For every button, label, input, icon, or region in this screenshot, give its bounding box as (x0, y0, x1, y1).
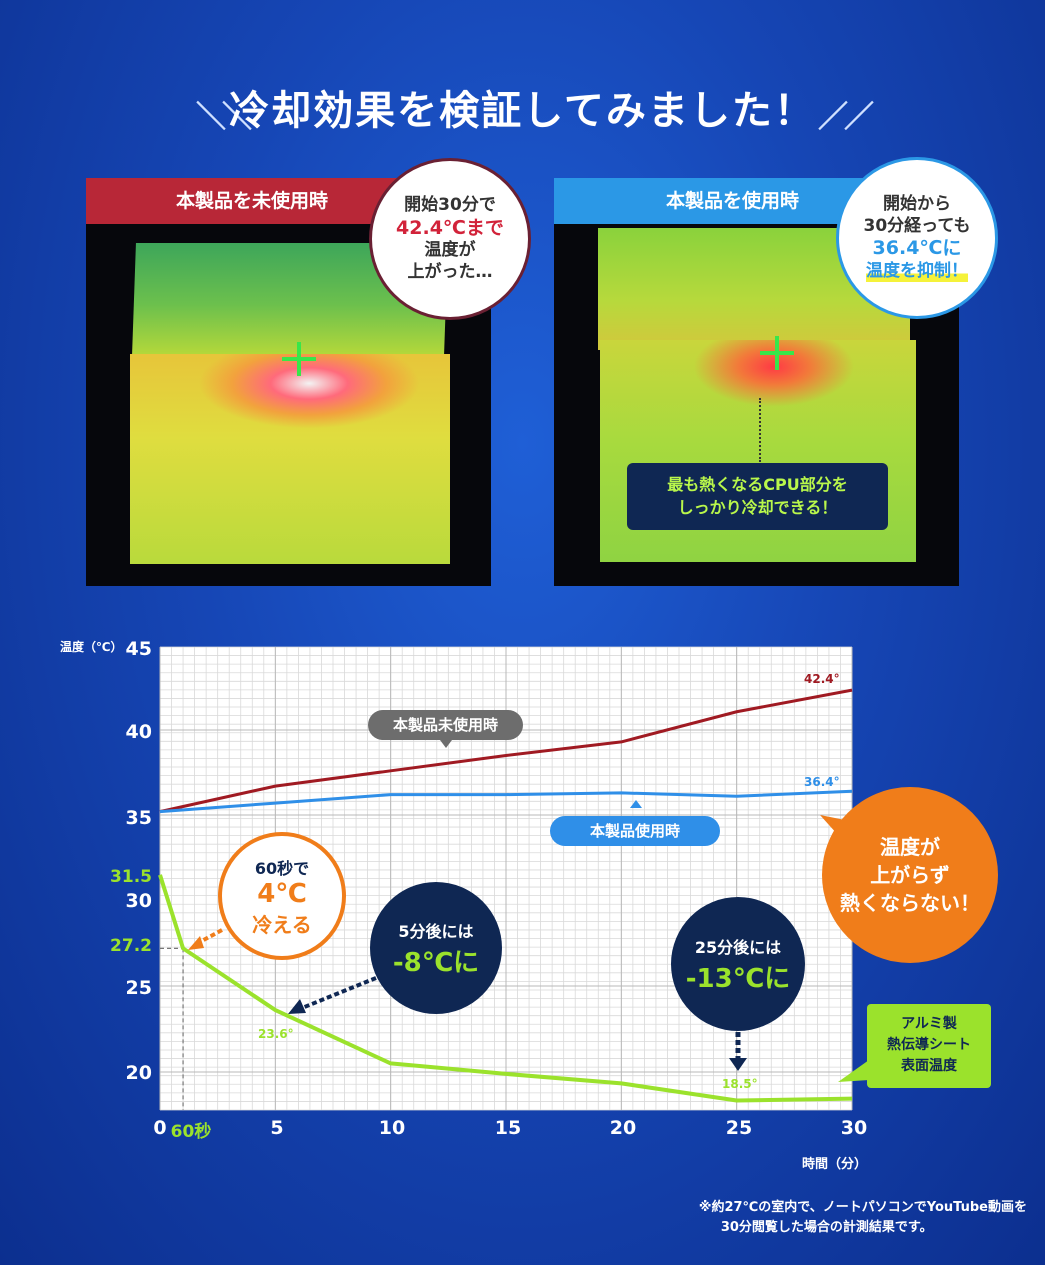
x-tick-label: 25 (725, 1117, 753, 1139)
y-tick-label: 35 (125, 807, 152, 829)
speech-bubble-used: 開始から 30分経っても 36.4℃に 温度を抑制！ (836, 157, 998, 319)
cpu-cooling-note: 最も熱くなるCPU部分を しっかり冷却できる！ (627, 463, 888, 530)
end-label-unused: 42.4° (804, 672, 840, 686)
bubble-line: 30分経っても (863, 215, 971, 236)
bubble-line: 開始30分で (404, 195, 496, 216)
crosshair-icon (760, 336, 794, 370)
x-tick-label: 60秒 (170, 1122, 212, 1142)
series-line-sheet (158, 874, 853, 1103)
pill-pointer-used (630, 800, 642, 808)
sheet-label-box: アルミ製 熱伝導シート 表面温度 (867, 1004, 991, 1088)
y-tick-label: 40 (125, 721, 152, 743)
x-tick-label: 10 (378, 1117, 406, 1139)
callout-line: 温度が (880, 835, 940, 859)
arrow-head-5min (288, 999, 306, 1014)
footnote: ※約27℃の室内で、ノートパソコンでYouTube動画を 30分閲覧した場合の計… (699, 1198, 1027, 1238)
point-label-25min: 18.5° (722, 1077, 758, 1091)
callout-line-big: -8℃に (392, 947, 480, 978)
y-tick-label: 45 (125, 638, 152, 660)
arrow-head-25min (729, 1058, 747, 1071)
x-tick-label: 0 (153, 1117, 167, 1139)
bubble-line-highlight: 温度を抑制！ (866, 260, 968, 282)
sheet-label-pointer (838, 1060, 869, 1082)
x-tick-label: 5 (270, 1117, 284, 1139)
pill-pointer-unused (440, 740, 452, 748)
end-label-used: 36.4° (804, 775, 840, 789)
bubble-line-highlight: 36.4℃に (872, 236, 962, 259)
bubble-line-highlight: 42.4℃まで (396, 216, 504, 239)
y-tick-label: 25 (125, 977, 152, 999)
callout-no-heat: 温度が 上がらず 熱くならない！ (822, 787, 998, 963)
arrow-5min (301, 976, 377, 1010)
legend-pill-used: 本製品使用時 (550, 816, 720, 846)
laptop-keyboard-thermal (130, 354, 450, 564)
callout-line-big: -13℃に (685, 963, 791, 994)
callout-line: 冷える (252, 912, 312, 937)
speech-bubble-unused: 開始30分で 42.4℃まで 温度が 上がった… (369, 158, 531, 320)
sheet-label-line: 表面温度 (901, 1058, 957, 1074)
callout-line: 5分後には (398, 921, 474, 941)
callout-line: 25分後には (694, 937, 782, 957)
callout-line-big: 4℃ (257, 878, 307, 909)
x-axis-title: 時間（分） (802, 1157, 868, 1172)
y-tick-label: 20 (125, 1062, 152, 1084)
series-line-unused (159, 688, 853, 814)
note-line: しっかり冷却できる！ (677, 498, 838, 517)
callout-line: 熱くならない！ (840, 891, 980, 915)
bubble-line: 開始から (883, 194, 951, 215)
x-tick-label: 20 (609, 1117, 637, 1139)
arrow-60sec (199, 928, 223, 944)
legend-pill-unused: 本製品未使用時 (368, 710, 523, 740)
footnote-line: 30分閲覧した場合の計測結果です。 (720, 1220, 933, 1235)
x-tick-label: 30 (840, 1117, 868, 1139)
crosshair-icon (282, 342, 316, 376)
arrow-head-60sec (188, 936, 204, 950)
x-tick-label: 15 (494, 1117, 522, 1139)
y-tick-label: 31.5 (110, 867, 152, 887)
sheet-label-line: アルミ製 (901, 1016, 957, 1032)
dotted-pointer (759, 398, 761, 462)
y-axis-title: 温度（℃） (60, 640, 123, 654)
y-tick-label: 30 (125, 890, 152, 912)
page-title: 冷却効果を検証してみました！ (229, 88, 816, 134)
point-label-5min: 23.6° (258, 1027, 294, 1041)
sheet-label-line: 熱伝導シート (887, 1037, 971, 1053)
y-tick-label: 27.2 (110, 936, 152, 956)
footnote-line: ※約27℃の室内で、ノートパソコンでYouTube動画を (698, 1200, 1027, 1215)
title-slash-left: ＼＼ (196, 100, 252, 135)
bubble-line: 温度が (424, 240, 476, 261)
title-slash-right: ／／ (818, 100, 874, 135)
callout-25min: 25分後には -13℃に (671, 897, 805, 1031)
callout-5min: 5分後には -8℃に (370, 882, 502, 1014)
callout-line: 上がらず (870, 863, 950, 887)
series-line-used (159, 789, 853, 814)
note-line: 最も熱くなるCPU部分を (667, 475, 848, 494)
callout-60sec: 60秒で 4℃ 冷える (218, 832, 346, 960)
bubble-line: 上がった… (407, 261, 493, 282)
callout-line: 60秒で (254, 858, 310, 878)
